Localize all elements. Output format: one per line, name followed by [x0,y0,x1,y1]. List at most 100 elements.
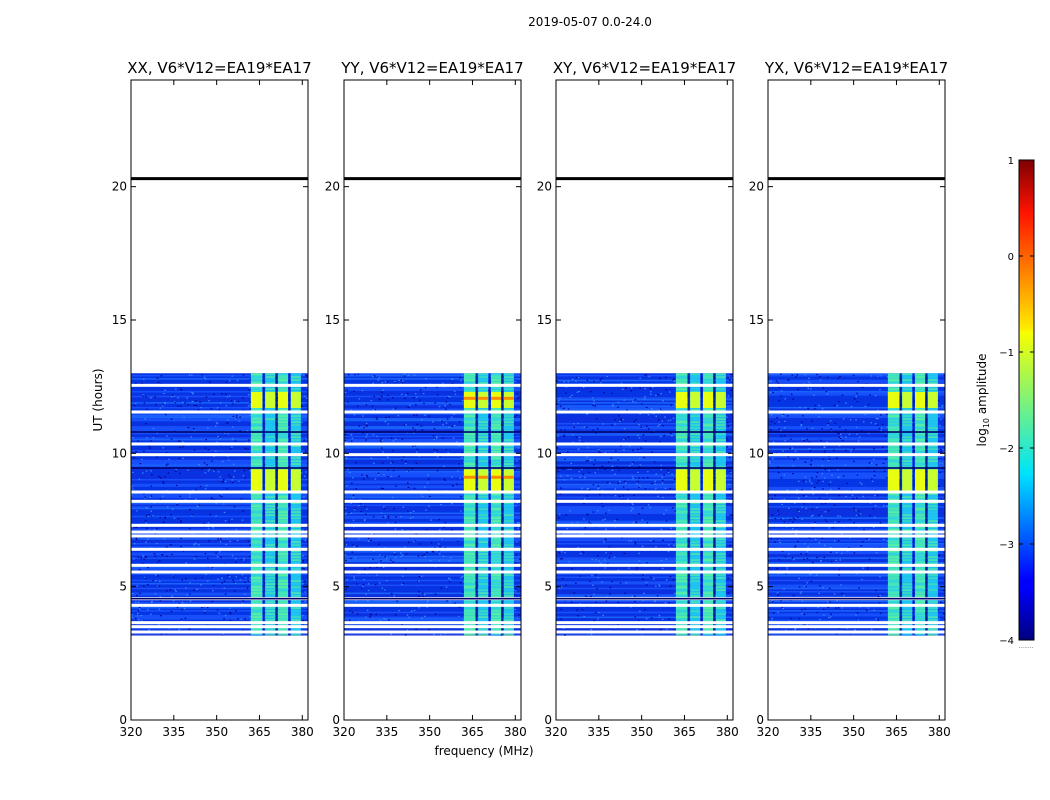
heatmap-speckle [395,516,397,518]
rfi-texture [675,634,688,636]
heatmap-speckle [401,529,404,531]
heatmap-speckle [184,499,187,501]
rfi-texture [290,388,301,390]
data-gap [131,499,308,503]
heatmap-row [131,629,308,631]
rfi-texture [690,574,701,576]
heatmap-speckle [147,566,149,569]
rfi-texture [491,544,502,546]
heatmap-speckle [519,558,521,560]
heatmap-row [768,459,945,462]
rfi-texture [463,433,476,435]
rfi-texture [675,463,688,465]
heatmap-speckle [215,425,217,427]
heatmap-speckle [518,614,520,616]
heatmap-row [131,557,308,559]
heatmap-speckle [373,409,375,411]
heatmap-speckle [172,576,174,578]
heatmap-speckle [572,441,575,443]
rfi-texture [278,496,289,498]
rfi-texture [250,505,263,507]
rfi-texture [503,511,514,513]
heatmap-row [131,584,308,587]
rfi-texture [690,550,701,552]
heatmap-speckle [938,415,940,417]
rfi-texture [703,415,714,417]
heatmap-speckle [232,415,235,417]
heatmap-speckle [246,429,249,432]
heatmap-row [768,435,945,438]
heatmap-speckle [359,499,362,501]
heatmap-speckle [557,400,560,402]
dark-gap [556,597,733,600]
heatmap-row [131,528,308,531]
heatmap-speckle [562,468,565,470]
rfi-texture [463,373,476,375]
rfi-texture [250,613,263,615]
heatmap-speckle [628,567,630,569]
heatmap-speckle [449,578,452,580]
heatmap-speckle [557,470,560,473]
rfi-texture [491,538,502,540]
heatmap-speckle [367,583,370,585]
heatmap-speckle [645,618,648,620]
rfi-texture [715,538,726,540]
heatmap-speckle [812,561,814,564]
heatmap-speckle [569,510,571,512]
heatmap-row [768,608,945,611]
heatmap-speckle [421,495,424,497]
heatmap-speckle [231,375,234,377]
rfi-texture [250,592,263,594]
heatmap-speckle [661,420,663,422]
heatmap-speckle [671,473,673,476]
rfi-texture [491,517,502,519]
data-gap [556,621,733,625]
heatmap-speckle [616,518,618,521]
rfi-texture [265,505,276,507]
heatmap-row [344,546,521,548]
heatmap-speckle [714,595,717,597]
rfi-texture [491,508,502,510]
heatmap-speckle [901,589,903,591]
heatmap-speckle [302,619,305,622]
heatmap-speckle [352,497,354,499]
heatmap-speckle [289,439,292,441]
heatmap-speckle [131,614,134,616]
rfi-texture [503,493,514,495]
heatmap-speckle [158,585,160,587]
heatmap-speckle [233,506,236,508]
heatmap-speckle [780,477,783,479]
rfi-separator [263,373,265,635]
heatmap-speckle [144,577,147,579]
heatmap-speckle [390,437,393,439]
heatmap-row [556,613,733,615]
heatmap-row [556,541,733,543]
heatmap-row [556,528,733,531]
rfi-texture [675,577,688,579]
heatmap-speckle [605,528,607,530]
heatmap-speckle [846,627,849,629]
rfi-texture [463,592,476,594]
heatmap-speckle [608,557,611,559]
heatmap-row [344,450,521,452]
heatmap-speckle [355,488,358,490]
heatmap-speckle [783,427,786,429]
data-gap [556,453,733,457]
heatmap-speckle [620,382,623,384]
heatmap-speckle [611,469,614,471]
rfi-texture [715,460,726,462]
heatmap-row [556,464,733,467]
panel-frame [555,79,734,721]
heatmap-speckle [781,503,783,506]
rfi-texture [690,508,701,510]
heatmap-speckle [421,575,423,577]
data-gap [556,570,733,574]
rfi-texture [250,541,263,543]
heatmap-speckle [301,421,303,423]
heatmap-speckle [402,582,405,584]
heatmap-speckle [603,541,605,543]
heatmap-speckle [134,618,137,620]
heatmap-speckle [461,452,463,454]
heatmap-speckle [577,422,579,424]
